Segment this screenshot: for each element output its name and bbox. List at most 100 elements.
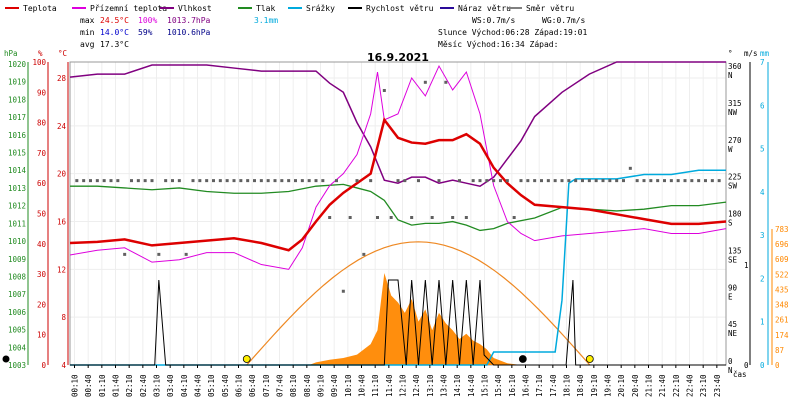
stats-max-press: 1013.7hPa (167, 16, 211, 25)
x-tick-label: 11:40 (385, 374, 394, 397)
wind-direction-point (116, 179, 120, 183)
axes: 1003100410051006100710081009101010111012… (4, 49, 789, 375)
tick-label-pct: 0 (41, 361, 46, 370)
wind-direction-point (697, 179, 701, 183)
tick-label-wm2: 696 (775, 240, 789, 249)
x-tick-label: 09:10 (317, 374, 326, 397)
legend-label: Tlak (256, 4, 275, 13)
wind-direction-point (191, 179, 195, 183)
x-tick-label: 19:10 (590, 374, 599, 397)
wind-direction-point (259, 179, 263, 183)
legend-label: Rychlost větru (366, 4, 434, 13)
wind-direction-point (403, 179, 407, 183)
tick-label-wm2: 783 (775, 225, 789, 234)
x-tick-label: 00:10 (71, 374, 80, 397)
x-tick-label: 00:40 (84, 374, 93, 397)
tick-label-pct: 50 (37, 210, 47, 219)
x-tick-label: 01:40 (112, 374, 121, 397)
legend: Teplota Přízemní teplota Vlhkost Tlak Srážky… (5, 4, 574, 13)
tick-label-deg: 360 (728, 62, 742, 71)
wind-direction-point (205, 179, 209, 183)
wind-direction-point (335, 179, 338, 183)
tick-label-dir: N (728, 366, 733, 375)
wind-direction-point (669, 179, 673, 183)
moonrise-marker (518, 355, 527, 363)
wind-direction-point (75, 179, 79, 183)
tick-label-pct: 60 (37, 179, 47, 188)
wind-direction-point (478, 179, 482, 183)
tick-label-hpa: 1020 (8, 60, 27, 69)
tick-label-degc: 24 (57, 122, 67, 131)
wind-direction-point (253, 179, 256, 183)
tick-label-mm: 5 (760, 145, 765, 154)
tick-label-wm2: 522 (775, 270, 789, 279)
wind-direction-point (704, 179, 707, 183)
tick-label-pct: 10 (37, 331, 47, 340)
legend-label: Srážky (306, 4, 335, 13)
stats-max-temp: 24.5°C (100, 16, 129, 25)
wind-direction-point (546, 179, 550, 183)
x-tick-label: 23:10 (699, 374, 708, 397)
tick-label-degc: 4 (61, 361, 66, 370)
wind-direction-point (444, 80, 448, 84)
wind-direction-point (280, 179, 284, 183)
wind-direction-point (123, 252, 127, 256)
tick-label-deg: 90 (728, 283, 738, 292)
axis-title-pct: % (38, 49, 43, 58)
tick-label-mm: 7 (760, 58, 765, 67)
x-tick-label: 05:40 (221, 374, 230, 397)
wind-direction-point (492, 179, 496, 183)
tick-label-dir: NW (728, 108, 738, 117)
moon-marker-left (2, 355, 10, 363)
solar-radiation-area (70, 272, 726, 365)
tick-label-pct: 80 (37, 119, 47, 128)
wind-direction-point (314, 179, 318, 183)
series-tlak (70, 183, 727, 232)
wind-direction-point (499, 179, 502, 183)
x-tick-label: 17:40 (549, 374, 558, 397)
wind-direction-point (710, 179, 714, 183)
x-tick-label: 14:40 (467, 374, 476, 397)
x-tick-label: 19:40 (604, 374, 613, 397)
x-tick-label: 02:10 (125, 374, 134, 397)
wind-direction-point (622, 179, 625, 183)
x-tick-label: 13:40 (440, 374, 449, 397)
wind-direction-point (437, 179, 441, 183)
tick-label-mm: 3 (760, 231, 765, 240)
wind-direction-point (341, 289, 345, 293)
tick-label-deg: 315 (728, 99, 742, 108)
wind-direction-point (157, 252, 161, 256)
legend-label: Teplota (23, 4, 57, 13)
wind-direction-point (232, 179, 236, 183)
stats-max-label: max (80, 16, 95, 25)
x-tick-label: 12:40 (412, 374, 421, 397)
tick-label-ms: 1 (744, 261, 749, 270)
plot-area (2, 61, 727, 366)
tick-label-wm2: 261 (775, 316, 789, 325)
wind-direction-point (239, 179, 243, 183)
wind-direction-point (102, 179, 106, 183)
x-tick-label: 04:40 (194, 374, 203, 397)
x-axis: 00:10 00:40 01:10 01:40 02:10 02:40 03:10 03:40… (71, 365, 722, 397)
tick-label-pct: 70 (37, 149, 47, 158)
tick-label-deg: 0 (728, 357, 733, 366)
stats-min-temp: 14.0°C (100, 28, 129, 37)
wind-direction-point (376, 216, 379, 219)
tick-label-pct: 40 (37, 240, 47, 249)
sun-elevation-curve (246, 241, 591, 366)
wind-direction-point (362, 252, 366, 256)
series-teplota (69, 117, 727, 252)
tick-label-degc: 28 (57, 74, 67, 83)
stats-wg: WG:0.7m/s (542, 16, 586, 25)
tick-label-deg: 270 (728, 136, 742, 145)
wind-direction-point (369, 179, 373, 183)
wind-direction-point (471, 179, 475, 183)
wind-direction-point (396, 179, 400, 183)
tick-label-wm2: 87 (775, 346, 784, 355)
x-tick-label: 15:40 (494, 374, 503, 397)
wind-direction-point (642, 179, 646, 183)
tick-label-degc: 12 (57, 265, 66, 274)
wind-direction-point (225, 179, 229, 183)
x-tick-label: 01:10 (98, 374, 107, 397)
axis-title-mm: mm (760, 49, 770, 58)
